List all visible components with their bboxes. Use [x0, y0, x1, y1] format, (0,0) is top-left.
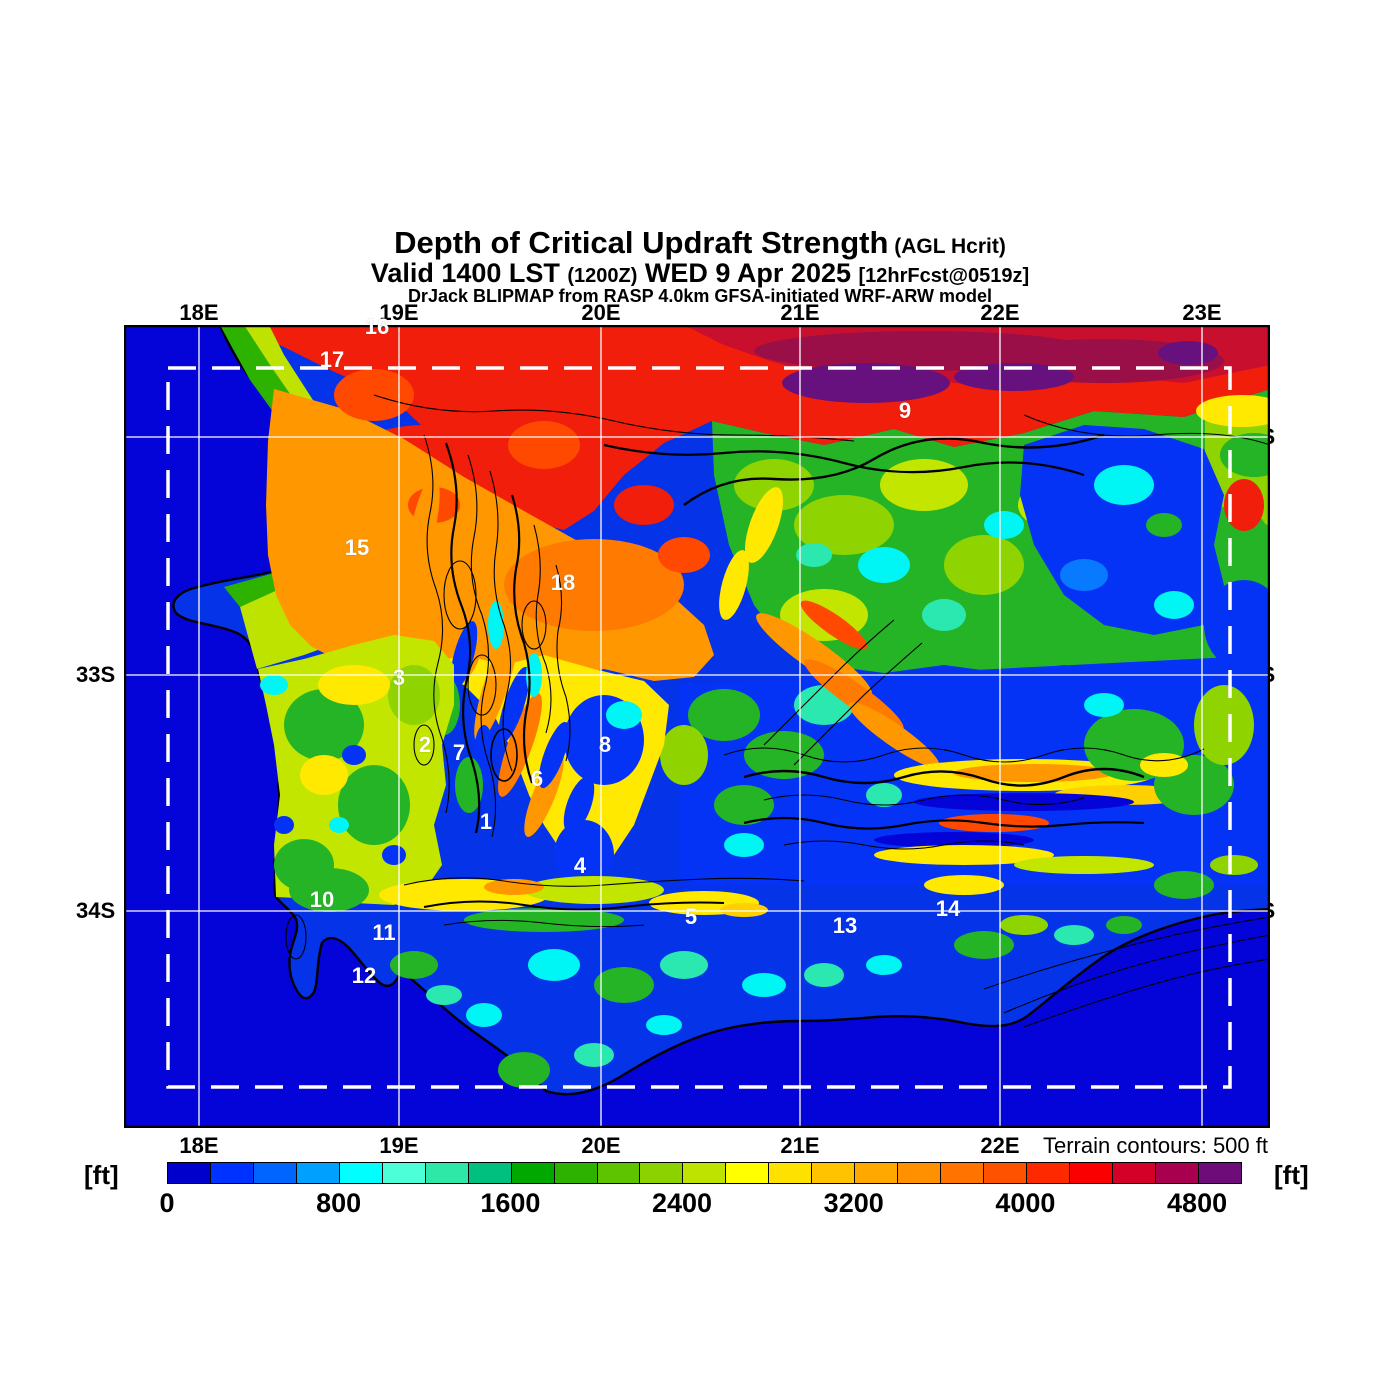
colorbar-cell	[683, 1163, 727, 1183]
colorbar-ticks: 0 800 1600 2400 3200 4000 4800	[159, 1188, 1287, 1224]
colorbar-cell	[640, 1163, 684, 1183]
waypoint-label-6: 6	[530, 766, 544, 791]
colorbar-cell	[210, 1163, 254, 1183]
colorbar-tick-1600: 1600	[480, 1188, 541, 1218]
map-border	[124, 325, 1270, 1128]
colorbar-cell	[554, 1163, 598, 1183]
colorbar-cell	[597, 1163, 641, 1183]
waypoint-label-13: 13	[832, 913, 858, 938]
colorbar-cell	[1198, 1163, 1241, 1183]
colorbar-cell	[984, 1163, 1028, 1183]
colorbar-tick-800: 800	[316, 1188, 362, 1218]
axis-label-bottom-20e: 20E	[581, 1133, 621, 1158]
waypoint-label-10: 10	[309, 887, 335, 912]
colorbar-cell	[769, 1163, 813, 1183]
colorbar-tick-4800: 4800	[1167, 1188, 1228, 1218]
axis-label-top-23e: 23E	[1182, 300, 1222, 325]
axis-label-bottom-22e: 22E	[980, 1133, 1020, 1158]
axis-label-top-19e: 19E	[379, 300, 419, 325]
domain-boundary	[166, 366, 1232, 1089]
title-block: Depth of Critical Updraft Strength (AGL …	[0, 225, 1400, 307]
axis-label-bottom-19e: 19E	[379, 1133, 419, 1158]
colorbar-cell	[168, 1163, 211, 1183]
axis-label-left-33s: 33S	[76, 662, 116, 687]
colorbar-cell	[1027, 1163, 1071, 1183]
latlon-grid	[124, 325, 1270, 1128]
colorbar-tick-3200: 3200	[823, 1188, 884, 1218]
colorbar-cell	[425, 1163, 469, 1183]
axis-label-bottom-21e: 21E	[780, 1133, 820, 1158]
colorbar-cell	[468, 1163, 512, 1183]
waypoint-label-5: 5	[684, 904, 698, 929]
colorbar-cell	[1112, 1163, 1156, 1183]
colorbar-cell	[1070, 1163, 1113, 1183]
terrain-contours-note: Terrain contours: 500 ft	[1042, 1133, 1268, 1158]
colorbar	[167, 1162, 1242, 1184]
waypoint-label-1: 1	[479, 809, 493, 834]
colorbar-cell	[855, 1163, 899, 1183]
terrain-contours	[285, 394, 1270, 1028]
waypoint-label-14: 14	[935, 896, 961, 921]
axis-label-left-34s: 34S	[76, 898, 116, 923]
axis-label-top-18e: 18E	[179, 300, 219, 325]
colorbar-unit-left: [ft]	[84, 1160, 119, 1190]
page-title: Depth of Critical Updraft Strength (AGL …	[394, 225, 1006, 260]
waypoint-label-17: 17	[319, 347, 345, 372]
forecast-map	[124, 325, 1270, 1128]
colorbar-cell	[382, 1163, 426, 1183]
axis-label-top-20e: 20E	[581, 300, 621, 325]
colorbar-cell	[1155, 1163, 1199, 1183]
waypoint-label-12: 12	[351, 963, 377, 988]
map-canvas	[124, 325, 1270, 1128]
waypoint-label-11: 11	[372, 920, 396, 945]
colorbar-tick-4000: 4000	[995, 1188, 1056, 1218]
colorbar-cell	[253, 1163, 297, 1183]
waypoint-label-18: 18	[550, 570, 576, 595]
model-subtitle: DrJack BLIPMAP from RASP 4.0km GFSA-init…	[407, 286, 993, 307]
colorbar-cell	[726, 1163, 770, 1183]
colorbar-cell	[511, 1163, 555, 1183]
colorbar-unit-right: [ft]	[1274, 1160, 1309, 1190]
waypoint-label-4: 4	[573, 853, 587, 878]
waypoint-label-7: 7	[452, 740, 466, 765]
colorbar-cell	[339, 1163, 383, 1183]
colorbar-cell	[941, 1163, 985, 1183]
waypoint-label-2: 2	[418, 732, 432, 757]
axis-label-top-21e: 21E	[780, 300, 820, 325]
colorbar-cell	[296, 1163, 340, 1183]
colorbar-tick-2400: 2400	[651, 1188, 713, 1218]
waypoint-label-15: 15	[344, 535, 370, 560]
colorbar-tick-0: 0	[159, 1188, 175, 1218]
colorbar-cell	[812, 1163, 856, 1183]
valid-time-line: Valid 1400 LST (1200Z) WED 9 Apr 2025 [1…	[370, 258, 1030, 289]
waypoint-label-3: 3	[392, 665, 406, 690]
waypoint-label-8: 8	[598, 732, 612, 757]
axis-label-top-22e: 22E	[980, 300, 1020, 325]
waypoint-label-16: 16	[364, 314, 390, 339]
axis-label-bottom-18e: 18E	[179, 1133, 219, 1158]
colorbar-cell	[898, 1163, 942, 1183]
waypoint-label-9: 9	[898, 398, 912, 423]
